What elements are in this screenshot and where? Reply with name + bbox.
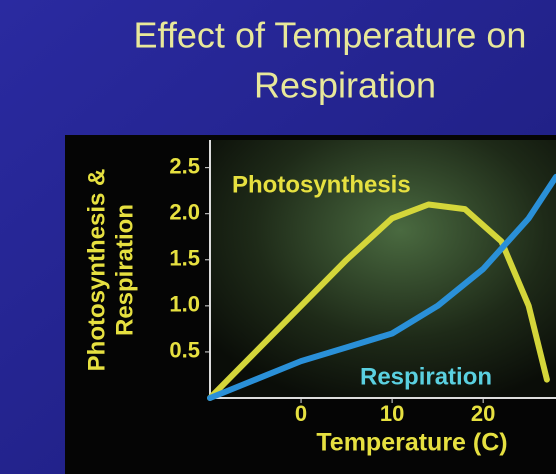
series-line [207, 201, 550, 401]
y-tick-label: 0.5 [169, 338, 200, 363]
x-tick-label: 20 [471, 401, 495, 426]
title-line: Respiration [254, 65, 436, 106]
y-axis-label: Photosynthesis & [83, 169, 110, 372]
series-label: Respiration [360, 363, 492, 390]
title-line: Effect of Temperature on [134, 15, 527, 56]
plot-area [210, 140, 556, 398]
series-label: Photosynthesis [232, 171, 411, 198]
x-tick-label: 10 [380, 401, 404, 426]
series-line [207, 173, 556, 401]
y-tick-label: 1.0 [169, 292, 200, 317]
y-axis-label: Respiration [111, 204, 138, 336]
y-tick-label: 1.5 [169, 246, 200, 271]
y-tick-label: 2.0 [169, 200, 200, 225]
x-tick-label: 0 [295, 401, 307, 426]
y-tick-label: 2.5 [169, 153, 200, 178]
x-axis-label: Temperature (C) [316, 429, 507, 457]
